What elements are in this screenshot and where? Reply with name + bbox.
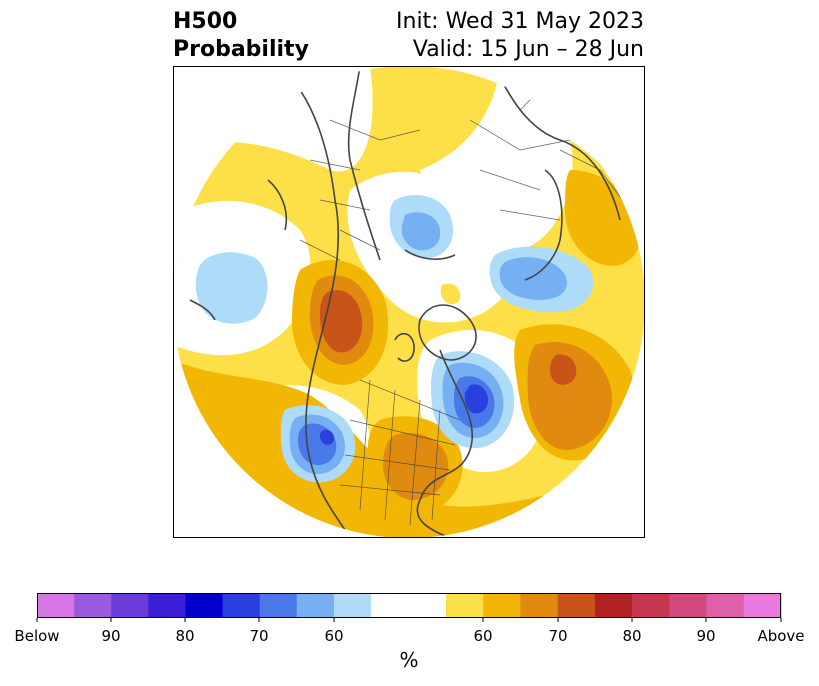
colorbar-segment-neutral [371, 593, 446, 618]
colorbar-segment [446, 593, 484, 618]
map-title-right: Init: Wed 31 May 2023 Valid: 15 Jun – 28… [396, 8, 644, 64]
colorbar-segment [111, 593, 149, 618]
colorbar-tick-label: 60 [473, 627, 493, 645]
colorbar-unit: % [399, 648, 419, 672]
colorbar-tick-label: Above [757, 627, 805, 645]
colorbar-tick-label: 90 [101, 627, 121, 645]
colorbar-segment [259, 593, 298, 618]
anomaly-above-vhigh-northwest [320, 290, 363, 353]
colorbar-segment [594, 593, 633, 618]
colorbar-tick-label: 70 [249, 627, 269, 645]
anomaly-below-mid-hudson [401, 212, 441, 251]
colorbar-tick-label: 80 [175, 627, 195, 645]
colorbar-segment [520, 593, 559, 618]
colorbar-segment [706, 593, 745, 618]
colorbar-segment [222, 593, 261, 618]
colorbar [36, 593, 782, 622]
colorbar-segment [669, 593, 708, 618]
map-frame [173, 66, 645, 538]
anomaly-below-vhigh-atlantic [464, 384, 488, 414]
colorbar-segment [743, 593, 782, 618]
anomaly-above-mid-southern [173, 360, 645, 538]
colorbar-segment [37, 593, 75, 618]
colorbar-segment [296, 593, 335, 618]
colorbar-segment [632, 593, 670, 618]
title-field-name: H500 [173, 9, 238, 34]
map-title-left: H500 Probability [173, 8, 309, 64]
colorbar-segment [557, 593, 596, 618]
colorbar-segment [148, 593, 186, 618]
colorbar-segment [74, 593, 112, 618]
colorbar-segment [483, 593, 521, 618]
title-product-name: Probability [173, 37, 309, 62]
anomaly-above-light-pole [440, 283, 461, 305]
anomaly-below-light-pacific [195, 252, 268, 324]
colorbar-tick-label: 70 [548, 627, 568, 645]
anomaly-below-mid-eurasia [499, 257, 568, 300]
colorbar-tick-label: 80 [622, 627, 642, 645]
map-globe [173, 66, 645, 538]
colorbar-tick-label: 90 [696, 627, 716, 645]
colorbar-segment [333, 593, 372, 618]
anomaly-above-high-east [527, 341, 612, 451]
title-valid-range: Valid: 15 Jun – 28 Jun [412, 37, 644, 62]
anomaly-below-vhigh-southwest [319, 429, 335, 445]
colorbar-frame [37, 593, 781, 618]
anomaly-above-vhigh-east [549, 354, 577, 385]
coastlines [189, 66, 621, 538]
colorbar-segment [185, 593, 224, 618]
title-init-date: Init: Wed 31 May 2023 [396, 9, 644, 34]
colorbar-tick-label: 60 [324, 627, 344, 645]
colorbar-tick-label: Below [14, 627, 60, 645]
